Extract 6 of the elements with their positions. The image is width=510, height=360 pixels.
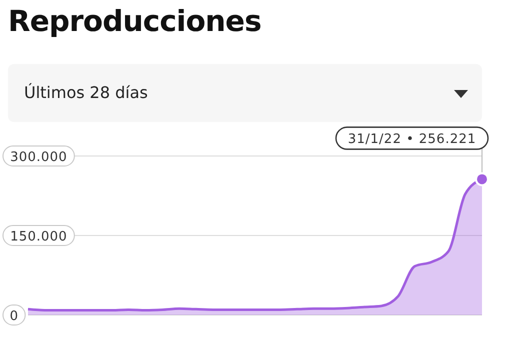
y-tick-label: 0	[10, 309, 18, 324]
chart-subtitle: Últimos 28 días	[24, 83, 148, 102]
y-tick-label: 300.000	[10, 150, 68, 165]
text: 31/1/22 • 256.221	[348, 132, 476, 148]
y-tick-label: 150.000	[10, 230, 68, 244]
chart-title: Reproducciones	[8, 4, 262, 38]
